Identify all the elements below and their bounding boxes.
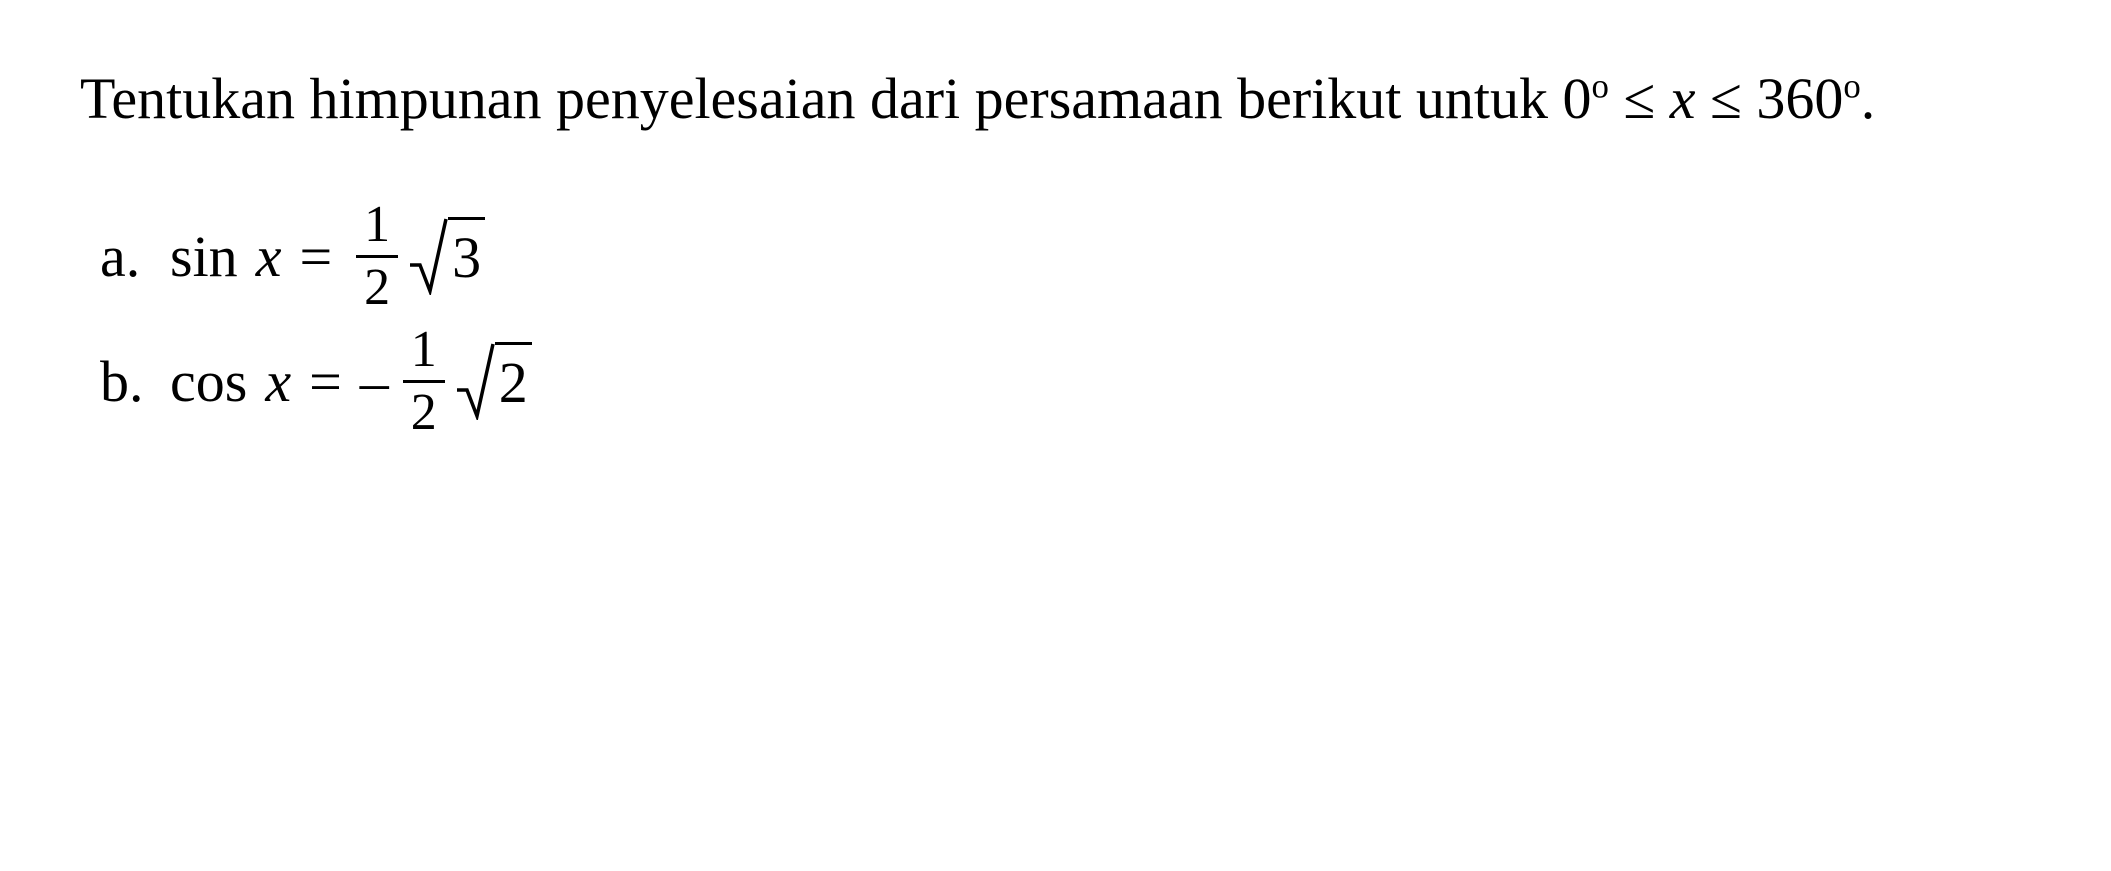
item-b-negative: – (360, 348, 389, 415)
period: . (1861, 66, 1876, 131)
item-a-numerator: 1 (356, 199, 398, 255)
ineq-2: ≤ (1710, 66, 1742, 131)
item-a: a. sin x = 1 2 3 (100, 199, 2031, 314)
item-b-label: b. (100, 348, 170, 415)
ineq-1: ≤ (1623, 66, 1655, 131)
item-b: b. cos x = – 1 2 2 (100, 324, 2031, 439)
problem-variable: x (1670, 66, 1696, 131)
item-b-equals: = (309, 348, 342, 415)
item-b-fraction: 1 2 (403, 324, 445, 439)
item-b-denominator: 2 (403, 380, 445, 439)
degree-symbol-1: o (1592, 67, 1609, 106)
item-a-label: a. (100, 223, 170, 290)
item-b-func: cos (170, 348, 247, 415)
sqrt-icon (455, 342, 495, 420)
item-a-equals: = (299, 223, 332, 290)
item-a-sqrt: 3 (408, 217, 485, 295)
item-b-variable: x (265, 348, 291, 415)
problem-text-part1: Tentukan himpunan penyelesaian dari pers… (80, 66, 1592, 131)
items-list: a. sin x = 1 2 3 b. cos x = – 1 2 (80, 199, 2031, 439)
item-a-denominator: 2 (356, 255, 398, 314)
sqrt-icon (408, 217, 448, 295)
item-a-variable: x (256, 223, 282, 290)
degree-symbol-2: o (1843, 67, 1860, 106)
problem-statement: Tentukan himpunan penyelesaian dari pers… (80, 50, 2031, 149)
item-b-numerator: 1 (403, 324, 445, 380)
item-a-radicand: 3 (448, 217, 485, 295)
item-b-radicand: 2 (495, 342, 532, 420)
upper-bound: 360 (1756, 66, 1843, 131)
item-a-func: sin (170, 223, 238, 290)
item-b-sqrt: 2 (455, 342, 532, 420)
item-a-fraction: 1 2 (356, 199, 398, 314)
